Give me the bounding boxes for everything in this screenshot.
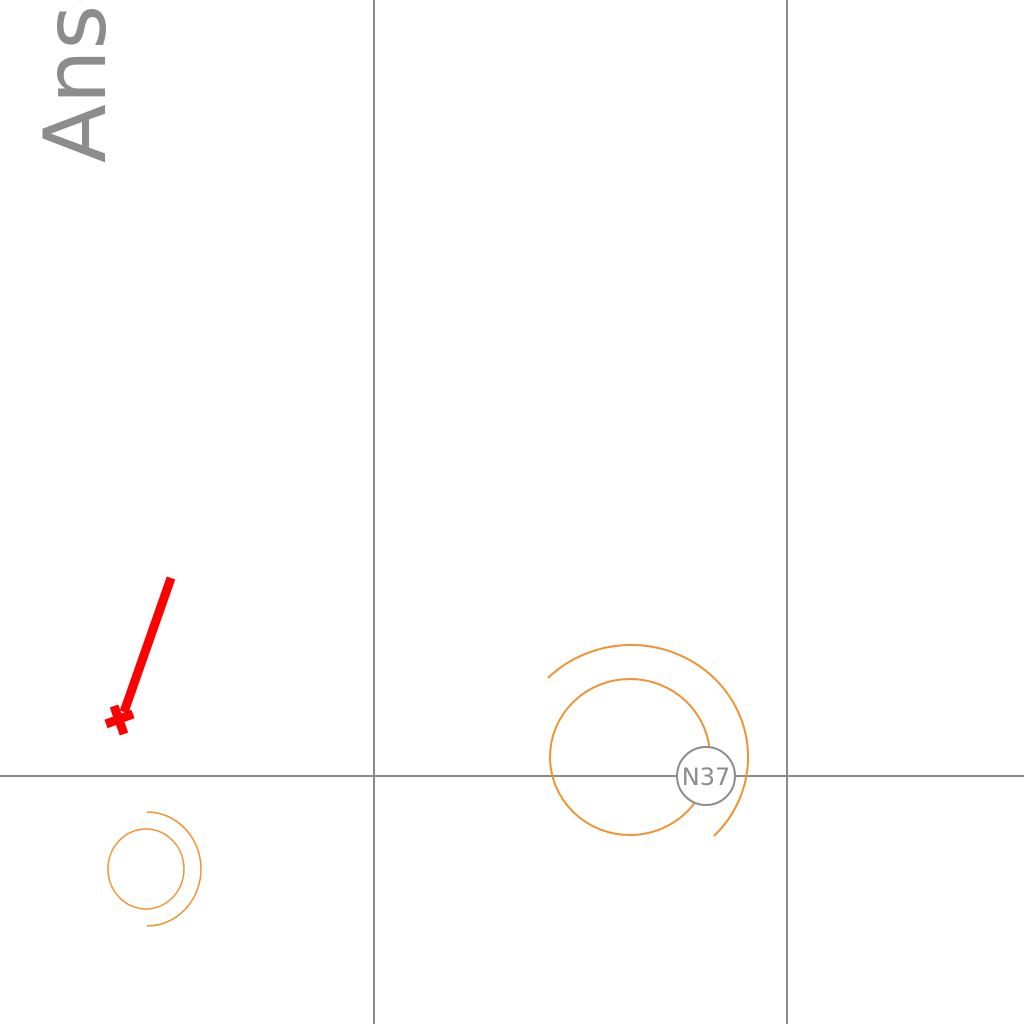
orange-ring-inner xyxy=(107,828,185,910)
orange-ring-large-outer-arc xyxy=(547,643,750,837)
route-badge-circle xyxy=(676,746,736,806)
orange-ring-outer-arc xyxy=(146,811,202,927)
place-label-vertical: Ansc xyxy=(26,0,126,163)
route-badge[interactable]: N37 xyxy=(676,746,736,806)
orange-ring-group-small xyxy=(107,811,202,927)
red-pin-marker-icon[interactable] xyxy=(104,576,176,736)
orange-ring-group-large xyxy=(547,643,750,837)
marker-cross-b xyxy=(109,704,129,736)
route-badge-label: N37 xyxy=(682,763,731,791)
marker-stem xyxy=(119,576,176,714)
